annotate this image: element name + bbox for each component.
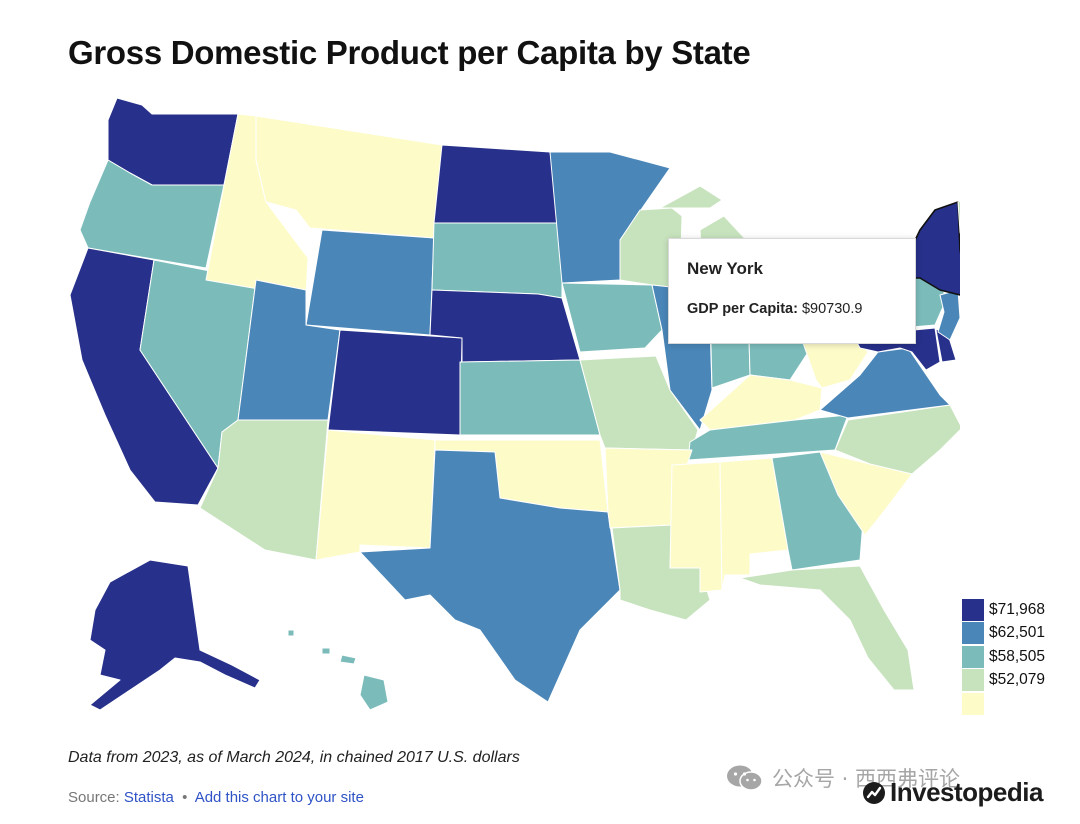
legend-item[interactable]: $71,968 — [962, 598, 1045, 622]
color-legend: $71,968 $62,501 $58,505 $52,079 — [962, 598, 1045, 716]
brand-logo[interactable]: Investopedia — [862, 777, 1043, 808]
wechat-icon — [727, 765, 763, 791]
state-tooltip: New York GDP per Capita: $90730.9 — [668, 238, 916, 344]
legend-label: $58,505 — [989, 647, 1046, 665]
legend-swatch — [962, 622, 984, 645]
embed-chart-link[interactable]: Add this chart to your site — [194, 789, 364, 806]
legend-swatch — [962, 598, 984, 621]
brand-name: Investopedia — [890, 777, 1043, 807]
investopedia-logo-icon — [863, 781, 885, 804]
state-vermont[interactable] — [957, 198, 960, 233]
state-colorado[interactable] — [327, 329, 463, 436]
state-new-mexico[interactable] — [315, 429, 436, 561]
state-montana[interactable] — [255, 115, 443, 239]
state-virginia[interactable] — [819, 347, 951, 419]
state-hawaii[interactable] — [287, 629, 389, 711]
source-separator: • — [182, 789, 188, 806]
source-link[interactable]: Statista — [123, 789, 174, 806]
state-new-jersey[interactable] — [937, 289, 960, 341]
tooltip-metric-value: $90730.9 — [801, 301, 863, 317]
legend-item[interactable]: $52,079 — [962, 669, 1045, 693]
legend-item[interactable]: $58,505 — [962, 645, 1045, 669]
state-oregon[interactable] — [79, 159, 225, 269]
state-florida[interactable] — [739, 565, 915, 691]
state-texas[interactable] — [359, 449, 621, 703]
us-state-map — [69, 97, 960, 711]
legend-label: $71,968 — [989, 600, 1046, 618]
state-north-carolina[interactable] — [834, 404, 960, 475]
chart-title: Gross Domestic Product per Capita by Sta… — [68, 34, 751, 71]
state-wyoming[interactable] — [305, 229, 435, 336]
legend-swatch — [962, 645, 984, 668]
state-new-york[interactable] — [901, 201, 960, 296]
legend-swatch — [962, 669, 984, 692]
state-alaska[interactable] — [89, 559, 261, 711]
legend-label: $62,501 — [989, 624, 1046, 642]
legend-label: $52,079 — [989, 671, 1046, 689]
tooltip-state-name: New York — [687, 259, 763, 278]
state-arizona[interactable] — [199, 419, 329, 561]
state-iowa[interactable] — [561, 282, 663, 353]
state-kansas[interactable] — [459, 359, 601, 436]
data-note: Data from 2023, as of March 2024, in cha… — [68, 749, 520, 766]
tooltip-metric-label: GDP per Capita: — [687, 301, 798, 317]
source-prefix: Source: — [68, 789, 120, 806]
source-line: Source: Statista • Add this chart to you… — [68, 789, 364, 806]
state-south-dakota[interactable] — [431, 222, 563, 299]
tooltip-metric: GDP per Capita: $90730.9 — [687, 301, 897, 317]
legend-item[interactable] — [962, 692, 1045, 716]
legend-swatch — [962, 692, 984, 715]
legend-item[interactable]: $62,501 — [962, 622, 1045, 646]
state-north-dakota[interactable] — [433, 144, 563, 224]
